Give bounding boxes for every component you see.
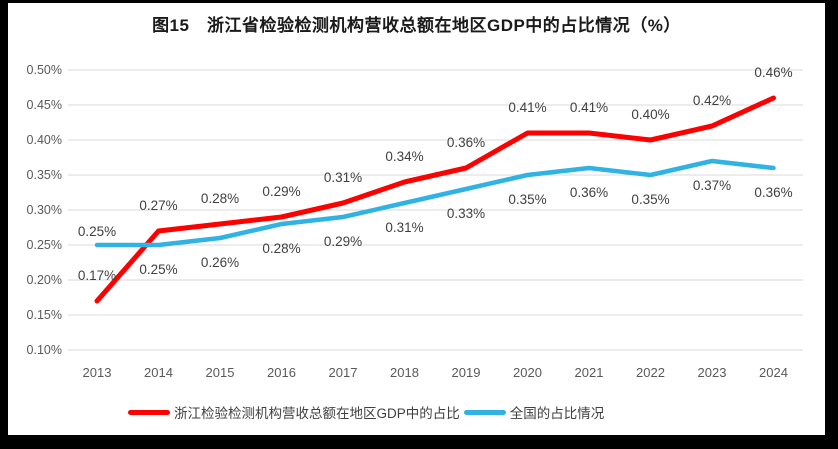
y-axis-tick-label: 0.15% <box>27 308 62 322</box>
data-label: 0.25% <box>139 262 177 277</box>
data-label: 0.17% <box>78 268 116 283</box>
x-axis-label: 2014 <box>144 365 173 380</box>
y-axis-tick-label: 0.50% <box>27 63 62 77</box>
data-label: 0.42% <box>693 93 731 108</box>
data-label: 0.34% <box>385 149 423 164</box>
data-label: 0.35% <box>508 192 546 207</box>
data-label: 0.40% <box>631 107 669 122</box>
legend-item-national: 全国的占比情况 <box>463 402 605 422</box>
data-label: 0.31% <box>324 170 362 185</box>
y-axis-tick-label: 0.45% <box>27 98 62 112</box>
x-axis-label: 2020 <box>513 365 542 380</box>
x-axis-label: 2023 <box>698 365 727 380</box>
y-axis-tick-label: 0.25% <box>27 238 62 252</box>
data-label: 0.29% <box>262 184 300 199</box>
data-label: 0.31% <box>385 220 423 235</box>
data-label: 0.28% <box>201 191 239 206</box>
y-axis-tick-label: 0.10% <box>27 343 62 357</box>
x-axis-label: 2016 <box>267 365 296 380</box>
x-axis-label: 2022 <box>636 365 665 380</box>
y-axis-tick-label: 0.30% <box>27 203 62 217</box>
x-axis-label: 2024 <box>759 365 788 380</box>
y-axis-tick-label: 0.20% <box>27 273 62 287</box>
data-label: 0.25% <box>78 224 116 239</box>
data-label: 0.35% <box>631 192 669 207</box>
legend-label-national: 全国的占比情况 <box>509 406 605 421</box>
chart-legend: 浙江检验检测机构营收总额在地区GDP中的占比 全国的占比情况 <box>128 402 604 422</box>
legend-line-swatch-national-icon <box>463 409 506 415</box>
legend-item-zhejiang: 浙江检验检测机构营收总额在地区GDP中的占比 <box>128 402 460 422</box>
data-label: 0.33% <box>447 206 485 221</box>
data-label: 0.41% <box>570 100 608 115</box>
series-line-zhejiang <box>94 95 776 304</box>
data-label: 0.36% <box>570 185 608 200</box>
series-line-national <box>94 158 776 248</box>
y-axis-tick-label: 0.40% <box>27 133 62 147</box>
x-axis-label: 2013 <box>83 365 112 380</box>
data-label: 0.41% <box>508 100 546 115</box>
chart-title: 图15 浙江省检验检测机构营收总额在地区GDP中的占比情况（%） <box>152 16 681 35</box>
data-label: 0.36% <box>447 135 485 150</box>
y-axis-tick-label: 0.35% <box>27 168 62 182</box>
x-axis-label: 2018 <box>390 365 419 380</box>
data-label: 0.26% <box>201 255 239 270</box>
data-label: 0.46% <box>754 65 792 80</box>
chart-panel <box>8 3 825 435</box>
x-axis-label: 2019 <box>452 365 481 380</box>
data-label: 0.37% <box>693 178 731 193</box>
x-axis-label: 2021 <box>575 365 604 380</box>
legend-line-swatch-zhejiang-icon <box>128 409 170 415</box>
x-axis-label: 2017 <box>329 365 358 380</box>
data-label: 0.29% <box>324 234 362 249</box>
data-label: 0.28% <box>262 241 300 256</box>
legend-label-zhejiang: 浙江检验检测机构营收总额在地区GDP中的占比 <box>174 406 460 421</box>
data-label: 0.36% <box>754 185 792 200</box>
data-label: 0.27% <box>139 198 177 213</box>
x-axis-label: 2015 <box>206 365 235 380</box>
